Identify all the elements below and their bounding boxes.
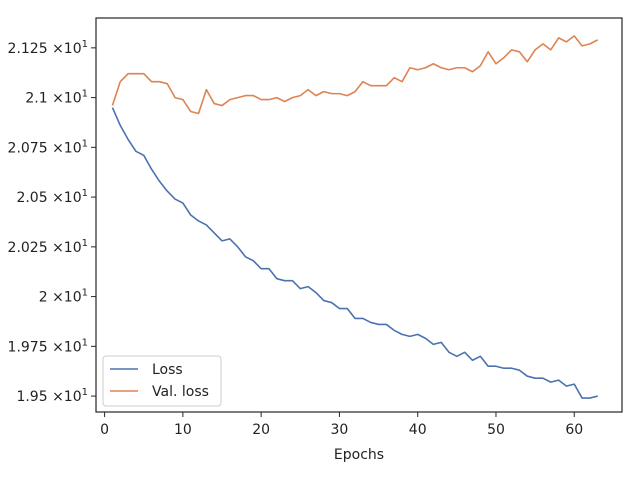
x-tick-label: 50 — [487, 422, 505, 438]
y-tick-label: 2.025 ×101 — [8, 238, 88, 256]
plot-frame — [95, 17, 623, 413]
x-tick-label: 20 — [252, 422, 270, 438]
series-line-loss — [111, 107, 598, 399]
x-tick-label: 10 — [174, 422, 192, 438]
legend-label-val-loss: Val. loss — [152, 384, 209, 400]
series-line-val-loss — [111, 35, 599, 115]
y-tick-label: 2.075 ×101 — [8, 138, 88, 156]
legend: Loss Val. loss — [102, 355, 222, 407]
y-axis-ticks: 1.95 ×101 1.975 ×101 2 ×101 2.025 ×101 2.05 … — [8, 39, 96, 405]
y-tick-label: 1.95 ×101 — [16, 387, 88, 405]
x-axis-label: Epochs — [334, 447, 384, 463]
x-tick-label: 40 — [409, 422, 427, 438]
plot-area — [96, 18, 622, 412]
y-tick-label: 1.975 ×101 — [8, 337, 88, 355]
y-tick-label: 2.1 ×101 — [25, 89, 88, 107]
legend-label-loss: Loss — [152, 362, 183, 378]
y-tick-label: 2.05 ×101 — [16, 188, 88, 206]
y-tick-label: 2 ×101 — [39, 288, 88, 306]
x-tick-label: 0 — [100, 422, 109, 438]
x-tick-label: 60 — [565, 422, 583, 438]
x-tick-label: 30 — [331, 422, 349, 438]
series-layer — [111, 35, 599, 399]
y-tick-label: 2.125 ×101 — [8, 39, 88, 57]
x-axis-ticks: 0 10 20 30 40 50 60 — [100, 412, 583, 438]
